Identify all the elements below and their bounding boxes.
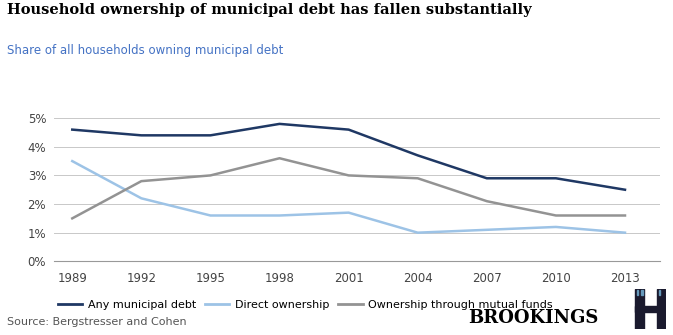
- Bar: [641, 290, 643, 295]
- Bar: [657, 289, 666, 329]
- Bar: [637, 290, 639, 295]
- Bar: [635, 306, 666, 312]
- Bar: [635, 289, 643, 329]
- Bar: [658, 290, 660, 295]
- Legend: Any municipal debt, Direct ownership, Ownership through mutual funds: Any municipal debt, Direct ownership, Ow…: [53, 295, 557, 314]
- Text: Share of all households owning municipal debt: Share of all households owning municipal…: [7, 44, 283, 57]
- Text: BROOKINGS: BROOKINGS: [468, 309, 598, 327]
- Text: Source: Bergstresser and Cohen: Source: Bergstresser and Cohen: [7, 317, 186, 327]
- Text: Household ownership of municipal debt has fallen substantially: Household ownership of municipal debt ha…: [7, 3, 532, 17]
